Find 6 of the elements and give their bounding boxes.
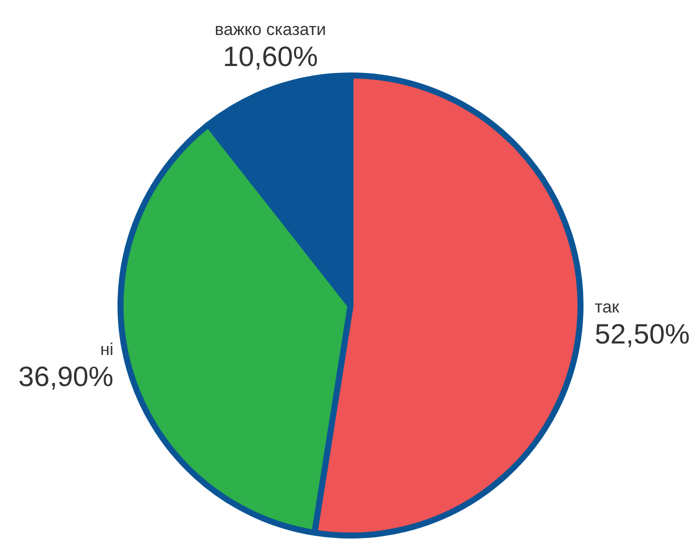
data-label: 52,50% — [594, 318, 690, 350]
data-label: 10,60% — [222, 40, 318, 72]
slice-label: так — [594, 298, 620, 317]
data-label: 36,90% — [18, 361, 114, 392]
slice-label: ні — [100, 340, 114, 360]
slice-label: важко сказати — [214, 20, 326, 39]
